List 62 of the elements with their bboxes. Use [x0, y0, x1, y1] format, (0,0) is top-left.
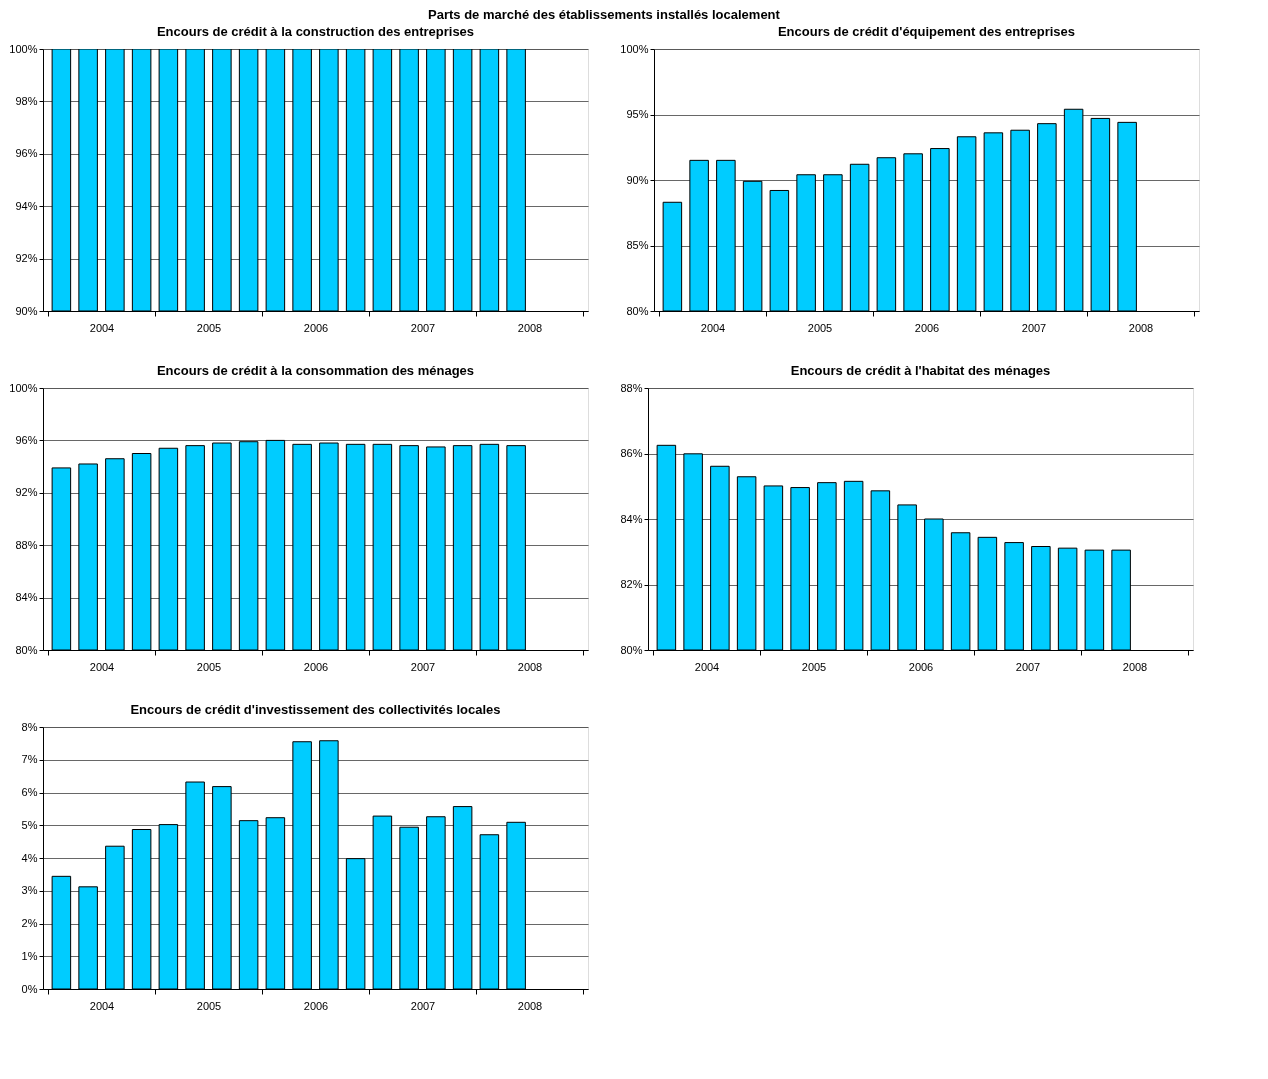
y-tick-label: 86% [620, 447, 643, 459]
x-tick-label: 2006 [908, 660, 934, 673]
y-tick-label: 8% [21, 720, 38, 733]
y-tick-label: 84% [15, 591, 38, 604]
x-tick-label: 2008 [517, 660, 543, 673]
y-tick-label: 80% [626, 304, 649, 317]
y-tick-label: 94% [15, 199, 38, 212]
x-tick-label: 2008 [517, 321, 543, 334]
x-tick-label: 2006 [303, 999, 329, 1012]
x-tick-label: 2004 [89, 999, 115, 1012]
y-tick-label: 92% [15, 486, 38, 499]
x-tick-label: 2004 [694, 660, 720, 673]
y-tick-label: 6% [21, 786, 38, 798]
x-tick-label: 2005 [801, 660, 827, 673]
y-tick-label: 100% [620, 42, 649, 55]
y-tick-label: 95% [626, 108, 649, 120]
x-tick-label: 2004 [89, 660, 115, 673]
x-tick-label: 2007 [410, 660, 436, 673]
x-tick-label: 2004 [89, 321, 115, 334]
y-tick-label: 0% [21, 982, 38, 995]
x-tick-label: 2008 [1122, 660, 1148, 673]
y-tick-label: 90% [626, 173, 649, 186]
chart-title: Encours de crédit à la consommation des ménages [156, 363, 475, 378]
x-tick-label: 2005 [196, 999, 222, 1012]
y-tick-label: 100% [9, 381, 38, 394]
chart-title: Encours de crédit d'équipement des entreprises [777, 24, 1076, 39]
x-tick-label: 2007 [410, 321, 436, 334]
x-tick-label: 2006 [303, 321, 329, 334]
x-tick-label: 2004 [700, 321, 726, 334]
y-tick-label: 4% [21, 851, 38, 864]
chart-title: Encours de crédit à la construction des entreprises [156, 24, 475, 39]
y-tick-label: 80% [15, 643, 38, 656]
y-tick-label: 96% [15, 433, 38, 446]
chart-title: Encours de crédit d'investissement des collectivités locales [130, 702, 501, 717]
y-tick-label: 88% [15, 538, 38, 551]
y-tick-label: 90% [15, 304, 38, 317]
chart-title: Encours de crédit à l'habitat des ménages [790, 363, 1051, 378]
x-tick-label: 2005 [807, 321, 833, 334]
y-tick-label: 1% [21, 949, 38, 962]
x-tick-label: 2008 [517, 999, 543, 1012]
y-tick-label: 82% [620, 578, 643, 590]
y-tick-label: 80% [620, 643, 643, 656]
x-tick-label: 2006 [303, 660, 329, 673]
y-tick-label: 96% [15, 147, 38, 160]
y-tick-label: 92% [15, 252, 38, 265]
x-tick-label: 2008 [1128, 321, 1154, 334]
x-tick-label: 2006 [914, 321, 940, 334]
y-tick-label: 2% [21, 917, 38, 929]
y-tick-label: 98% [15, 94, 38, 107]
x-tick-label: 2007 [1015, 660, 1041, 673]
y-tick-label: 7% [21, 753, 38, 766]
y-tick-label: 100% [9, 42, 38, 55]
x-tick-label: 2005 [196, 660, 222, 673]
y-tick-label: 88% [620, 381, 643, 394]
x-tick-label: 2007 [410, 999, 436, 1012]
y-tick-label: 3% [21, 884, 38, 897]
y-tick-label: 5% [21, 818, 38, 831]
y-tick-label: 84% [620, 512, 643, 525]
x-tick-label: 2005 [196, 321, 222, 334]
y-tick-label: 85% [626, 239, 649, 251]
x-tick-label: 2007 [1021, 321, 1047, 334]
text: Parts de marché des établissements installés localement [427, 6, 781, 22]
